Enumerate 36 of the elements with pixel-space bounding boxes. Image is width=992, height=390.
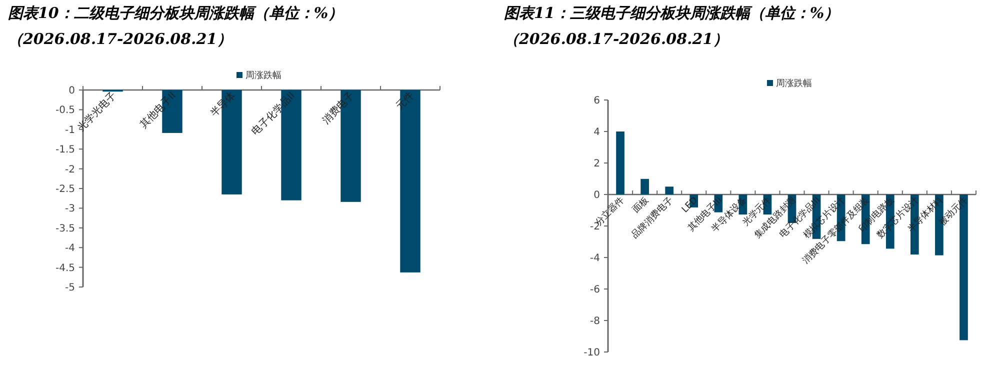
y-tick-label: 4: [594, 127, 600, 138]
chart-title: 图表10：二级电子细分板块周涨跌幅（单位：%）: [8, 4, 344, 23]
chart-subtitle: （2026.08.17-2026.08.21）: [8, 30, 232, 49]
bar: [616, 132, 624, 194]
y-tick-label: 0: [594, 190, 600, 201]
legend-label: 周涨跌幅: [246, 70, 282, 81]
y-tick-label: -4.5: [55, 262, 75, 274]
bar: [640, 178, 649, 194]
x-tick-label: 消费电子: [320, 90, 357, 126]
x-tick-label: 面板: [630, 194, 651, 216]
x-tick-label: 其他电子II: [137, 90, 178, 131]
y-tick-label: -8: [590, 316, 600, 327]
y-tick-label: -4: [590, 253, 600, 264]
chart-title: 图表11：三级电子细分板块周涨跌幅（单位：%）: [504, 4, 840, 23]
y-tick-label: 6: [594, 96, 600, 106]
bar: [960, 194, 968, 340]
y-tick-label: -2: [65, 164, 75, 176]
y-tick-label: -4: [65, 243, 75, 254]
y-tick-label: -1.5: [55, 144, 75, 156]
y-tick-label: -10: [584, 348, 600, 358]
x-tick-label: 元件: [394, 90, 416, 112]
y-tick-label: -1: [65, 124, 75, 136]
y-tick-label: -6: [590, 284, 600, 296]
legend-label: 周涨跌幅: [776, 78, 812, 89]
x-tick-label: 光学光电子: [75, 90, 119, 134]
y-tick-label: -2.5: [55, 184, 75, 195]
chart-subtitle: （2026.08.17-2026.08.21）: [504, 30, 728, 49]
y-tick-label: -5: [65, 282, 75, 294]
x-tick-label: 电子化学品II: [249, 90, 298, 138]
y-tick-label: -3: [65, 204, 75, 215]
y-tick-label: 2: [594, 158, 600, 170]
y-tick-label: -0.5: [55, 105, 75, 116]
bar: [665, 186, 674, 194]
y-tick-label: 0: [68, 86, 75, 96]
x-tick-label: 半导体: [208, 90, 238, 120]
y-tick-label: -3.5: [55, 223, 75, 234]
